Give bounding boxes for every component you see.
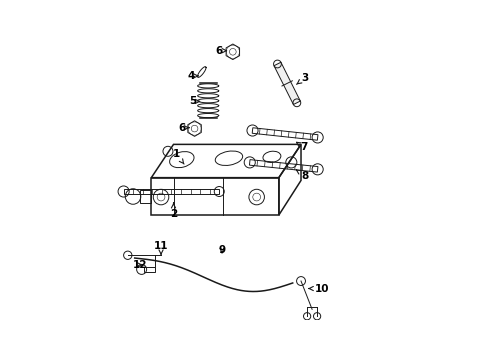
Text: 12: 12 <box>132 260 147 270</box>
Text: 6: 6 <box>179 123 189 133</box>
Polygon shape <box>140 190 151 203</box>
Polygon shape <box>226 44 240 59</box>
Text: 3: 3 <box>296 73 309 84</box>
Text: 6: 6 <box>216 46 226 56</box>
Text: 4: 4 <box>188 71 198 81</box>
Text: 2: 2 <box>170 203 177 219</box>
Text: 1: 1 <box>172 149 184 164</box>
Text: 7: 7 <box>296 142 308 152</box>
Polygon shape <box>145 267 155 272</box>
Text: 5: 5 <box>189 96 200 107</box>
Text: 8: 8 <box>296 170 309 181</box>
Text: 9: 9 <box>219 245 225 255</box>
Polygon shape <box>188 121 201 136</box>
Polygon shape <box>274 62 300 104</box>
Text: 10: 10 <box>309 284 329 293</box>
Text: 11: 11 <box>154 240 168 254</box>
